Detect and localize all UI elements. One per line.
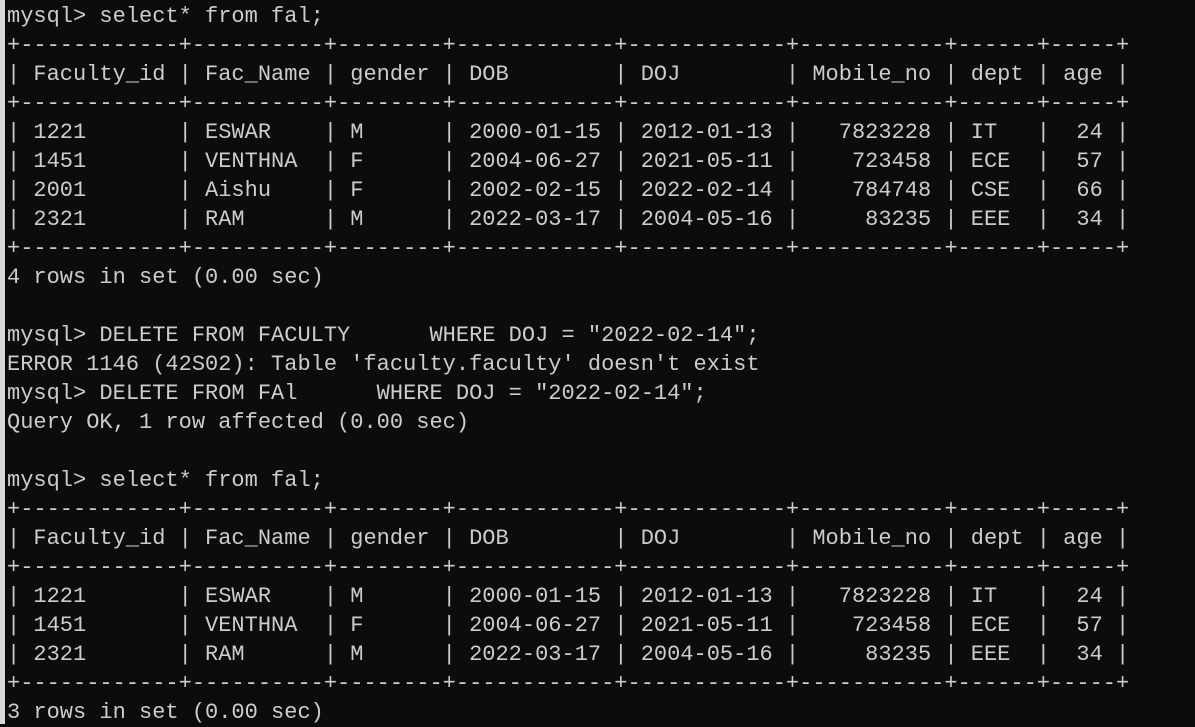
table-row: | 1451 | VENTHNA | F | 2004-06-27 | 2021… xyxy=(7,613,1130,638)
table-border: +------------+----------+--------+------… xyxy=(7,671,1130,696)
table-row: | 2001 | Aishu | F | 2002-02-15 | 2022-0… xyxy=(7,178,1130,203)
table-border: +------------+----------+--------+------… xyxy=(7,91,1130,116)
table-header: | Faculty_id | Fac_Name | gender | DOB |… xyxy=(7,62,1130,87)
output-line: 4 rows in set (0.00 sec) xyxy=(7,265,324,290)
command-line: mysql> select* from fal; xyxy=(7,468,324,493)
output-line: 3 rows in set (0.00 sec) xyxy=(7,700,324,725)
output-line xyxy=(7,437,1129,466)
table-border: +------------+----------+--------+------… xyxy=(7,497,1130,522)
table-row: | 1221 | ESWAR | M | 2000-01-15 | 2012-0… xyxy=(7,120,1130,145)
table-row: | 2321 | RAM | M | 2022-03-17 | 2004-05-… xyxy=(7,207,1130,232)
output-line: Query OK, 1 row affected (0.00 sec) xyxy=(7,410,470,435)
table-row: | 1451 | VENTHNA | F | 2004-06-27 | 2021… xyxy=(7,149,1130,174)
table-border: +------------+----------+--------+------… xyxy=(7,236,1130,261)
window-edge xyxy=(0,0,5,724)
terminal-output[interactable]: mysql> select* from fal; +------------+--… xyxy=(7,2,1129,727)
output-line xyxy=(7,292,1129,321)
command-line: mysql> select* from fal; xyxy=(7,4,324,29)
table-border: +------------+----------+--------+------… xyxy=(7,555,1130,580)
table-header: | Faculty_id | Fac_Name | gender | DOB |… xyxy=(7,526,1130,551)
command-line: mysql> DELETE FROM FACULTY WHERE DOJ = "… xyxy=(7,323,760,348)
command-line: mysql> DELETE FROM FAl WHERE DOJ = "2022… xyxy=(7,381,707,406)
table-row: | 1221 | ESWAR | M | 2000-01-15 | 2012-0… xyxy=(7,584,1130,609)
output-line: ERROR 1146 (42S02): Table 'faculty.facul… xyxy=(7,352,760,377)
table-border: +------------+----------+--------+------… xyxy=(7,33,1130,58)
table-row: | 2321 | RAM | M | 2022-03-17 | 2004-05-… xyxy=(7,642,1130,667)
